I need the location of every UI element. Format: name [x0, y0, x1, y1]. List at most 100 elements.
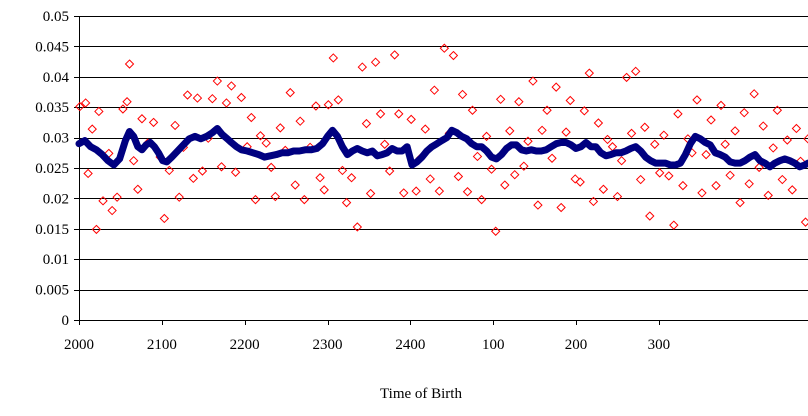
data-point — [701, 149, 711, 160]
x-axis-title: Time of Birth — [380, 386, 462, 402]
data-point — [453, 171, 464, 182]
data-point — [250, 194, 261, 205]
data-point — [333, 95, 343, 105]
x-tick-label: 2200 — [230, 337, 260, 353]
data-point — [678, 180, 688, 191]
data-point — [800, 217, 808, 227]
data-point — [570, 174, 580, 184]
data-point — [365, 188, 376, 199]
data-point — [791, 123, 802, 134]
data-point — [337, 165, 348, 176]
data-point — [749, 89, 759, 99]
data-point — [370, 57, 381, 67]
x-tick-label: 200 — [565, 337, 588, 353]
data-point — [706, 115, 716, 125]
y-tick-label: 0.03 — [43, 131, 69, 147]
data-point — [486, 164, 497, 174]
data-point — [716, 100, 726, 111]
data-point — [588, 196, 599, 207]
data-point — [669, 220, 679, 230]
data-point — [94, 106, 104, 117]
data-point — [542, 105, 552, 115]
data-point — [87, 124, 97, 134]
data-point — [472, 151, 483, 162]
data-point — [80, 98, 91, 108]
data-point — [561, 127, 571, 137]
data-point — [266, 162, 276, 173]
data-point — [389, 50, 400, 60]
data-point — [192, 93, 203, 103]
data-point — [744, 179, 754, 189]
data-point — [584, 68, 595, 78]
x-tick-label: 2000 — [64, 337, 94, 353]
data-point — [720, 139, 730, 149]
data-point — [787, 185, 797, 195]
data-point — [411, 186, 421, 196]
data-point — [261, 138, 271, 148]
data-point — [457, 89, 468, 100]
y-tick-label: 0.05 — [43, 9, 69, 25]
data-point — [697, 188, 707, 198]
trend-series — [75, 125, 808, 171]
data-point — [270, 191, 281, 202]
data-point — [758, 121, 768, 131]
data-point — [434, 186, 445, 196]
data-point — [630, 66, 641, 77]
data-point — [216, 162, 227, 172]
data-point — [357, 62, 368, 72]
data-point — [379, 139, 390, 149]
y-tick-label: 0.045 — [35, 39, 69, 55]
data-point — [782, 135, 792, 145]
x-tick-label: 100 — [482, 337, 505, 353]
data-point — [500, 180, 510, 190]
data-point — [579, 106, 590, 116]
data-point — [118, 104, 128, 114]
data-point — [236, 92, 247, 103]
x-tick-label: 300 — [648, 337, 671, 353]
data-point — [593, 118, 604, 128]
data-point — [230, 167, 241, 177]
data-point — [659, 130, 669, 140]
data-point — [490, 226, 501, 236]
data-point — [645, 211, 655, 221]
scatter-series — [75, 43, 808, 236]
data-point — [255, 131, 266, 141]
data-point — [439, 43, 450, 53]
y-tick-label: 0.005 — [35, 283, 69, 299]
data-point — [91, 224, 102, 235]
data-point — [112, 192, 122, 202]
data-point — [462, 187, 473, 197]
data-point — [547, 153, 557, 163]
data-point — [621, 72, 632, 83]
data-point — [763, 190, 773, 201]
data-point — [519, 161, 529, 171]
data-point — [655, 168, 665, 178]
data-point — [275, 123, 286, 133]
data-point — [467, 105, 478, 115]
data-point — [133, 184, 143, 194]
data-point — [384, 166, 395, 176]
data-point — [640, 122, 650, 132]
data-point — [425, 174, 435, 184]
data-point — [556, 202, 566, 213]
axes — [74, 16, 808, 325]
data-point — [523, 136, 533, 146]
data-point — [673, 109, 683, 119]
data-point — [295, 116, 305, 126]
data-point — [510, 169, 520, 180]
y-tick-label: 0.01 — [43, 252, 69, 268]
data-point — [635, 174, 646, 185]
data-point — [551, 82, 561, 92]
data-point — [711, 180, 721, 191]
data-point — [107, 205, 117, 216]
data-point — [777, 174, 788, 185]
data-point — [730, 126, 740, 136]
data-point — [528, 76, 538, 86]
data-point — [361, 118, 372, 129]
data-point — [221, 98, 232, 108]
data-point — [406, 114, 416, 125]
data-point — [212, 76, 223, 86]
x-tick-label: 2100 — [147, 337, 177, 353]
data-point — [299, 194, 310, 205]
